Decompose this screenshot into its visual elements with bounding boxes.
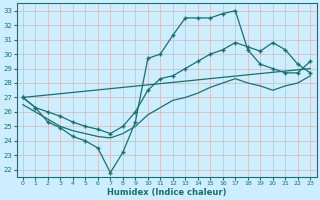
X-axis label: Humidex (Indice chaleur): Humidex (Indice chaleur) bbox=[107, 188, 226, 197]
